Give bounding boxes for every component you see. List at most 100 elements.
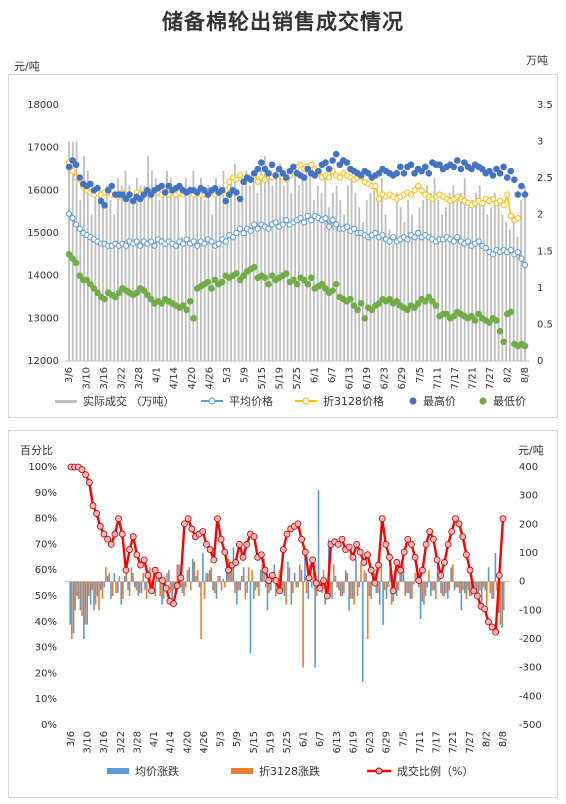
- avg-change-bar: [191, 558, 194, 582]
- change3128-bar: [353, 581, 355, 605]
- page-title: 储备棉轮出销售成交情况: [162, 10, 404, 34]
- volume-bar: [509, 229, 511, 361]
- left-unit-label-1: 元/吨: [14, 60, 40, 73]
- x-tick-label: 3/10: [83, 731, 94, 753]
- volume-bar: [264, 156, 266, 361]
- y-right-tick-label: 300: [519, 491, 538, 502]
- ratio-point: [426, 528, 434, 535]
- x-tick-label: 7/21: [467, 367, 478, 389]
- volume-bar: [98, 192, 101, 361]
- change3128-bar: [183, 581, 185, 596]
- change3128-bar: [142, 573, 145, 582]
- avg-change-bar: [368, 581, 371, 596]
- avg-change-bar: [351, 581, 354, 599]
- ratio-point: [441, 559, 448, 566]
- ratio-point: [129, 533, 137, 541]
- low-price-point: [500, 338, 507, 346]
- volume-bar: [369, 192, 372, 361]
- volume-bar: [105, 185, 108, 361]
- x-tick-label: 5/9: [232, 731, 243, 747]
- avg-price-point: [201, 240, 208, 247]
- change3128-bar: [451, 564, 454, 582]
- legend-label: 折3128价格: [323, 394, 384, 408]
- x-tick-label: 6/13: [345, 367, 356, 389]
- avg-change-bar: [480, 581, 483, 605]
- avg-price-point: [482, 244, 489, 252]
- volume-bar: [83, 156, 85, 361]
- avg-price-point: [73, 221, 80, 228]
- x-tick-label: 3/28: [134, 367, 145, 389]
- volume-bar: [433, 178, 436, 361]
- y-left-tick-label: 80%: [35, 514, 57, 525]
- high-price-point: [343, 159, 351, 166]
- change3128-bar: [434, 581, 437, 599]
- ratio-point: [126, 546, 133, 553]
- ratio-point: [137, 561, 144, 569]
- y-right-tick-label: 0: [519, 577, 525, 588]
- high-price-point: [521, 191, 529, 198]
- change3128-bar: [332, 564, 335, 582]
- high-price-point: [496, 169, 504, 177]
- low-price-point: [496, 327, 504, 335]
- volume-bar: [297, 185, 300, 361]
- avg-change-bar: [168, 570, 170, 582]
- y-right-tick-label: 1: [537, 283, 543, 294]
- avg-change-bar: [270, 581, 272, 591]
- legend-swatch-3128-dot: [302, 397, 310, 405]
- change3128-bar: [503, 581, 505, 611]
- volume-bar: [177, 185, 180, 361]
- change3128-bar: [404, 581, 406, 596]
- avg-price-point: [265, 225, 272, 232]
- low-price-point: [521, 342, 529, 350]
- avg-change-bar: [331, 581, 333, 599]
- price3128-point: [496, 197, 504, 205]
- volume-bar: [294, 170, 297, 361]
- avg-change-bar: [188, 567, 191, 582]
- volume-bar: [102, 200, 104, 361]
- high-price-point: [126, 191, 133, 198]
- price3128-point: [500, 202, 507, 209]
- change3128-bar: [485, 581, 488, 605]
- x-tick-label: 4/1: [152, 367, 163, 383]
- volume-bar: [505, 222, 508, 361]
- ratio-point: [349, 553, 357, 561]
- change3128-bar: [360, 564, 362, 582]
- ratio-point: [492, 628, 500, 636]
- avg-price-point: [521, 261, 529, 269]
- ratio-point: [411, 553, 419, 561]
- avg-change-bar: [202, 553, 204, 582]
- avg-change-bar: [127, 581, 129, 591]
- change3128-bar: [349, 581, 352, 599]
- x-tick-label: 7/11: [432, 367, 443, 389]
- avg-change-bar: [406, 581, 408, 594]
- ratio-point: [85, 479, 93, 486]
- volume-bar: [354, 192, 357, 361]
- avg-change-bar: [314, 581, 316, 668]
- volume-bar: [478, 185, 481, 361]
- high-price-point: [425, 169, 433, 177]
- y-left-tick-label: 30%: [35, 643, 57, 654]
- legend-label: 平均价格: [229, 394, 273, 408]
- change3128-bar: [417, 581, 420, 588]
- price3128-point: [308, 161, 315, 168]
- volume-bar: [324, 178, 327, 361]
- volume-bar: [441, 214, 443, 361]
- volume-bar: [113, 214, 116, 361]
- low-price-point: [332, 280, 340, 288]
- change3128-bar: [213, 581, 216, 594]
- ratio-point: [239, 553, 247, 561]
- change3128-bar: [77, 581, 80, 599]
- volume-bar: [422, 200, 425, 361]
- volume-bar: [305, 163, 308, 361]
- ratio-point: [400, 548, 408, 556]
- x-tick-label: 5/9: [239, 367, 250, 383]
- high-price-point: [518, 182, 525, 190]
- change3128-bar: [101, 581, 104, 599]
- ratio-point: [488, 623, 496, 631]
- avg-change-bar: [419, 581, 422, 619]
- avg-change-bar: [100, 581, 102, 591]
- ratio-point: [375, 561, 382, 569]
- avg-change-bar: [348, 581, 350, 611]
- avg-change-bar: [154, 581, 157, 596]
- avg-change-bar: [436, 564, 439, 582]
